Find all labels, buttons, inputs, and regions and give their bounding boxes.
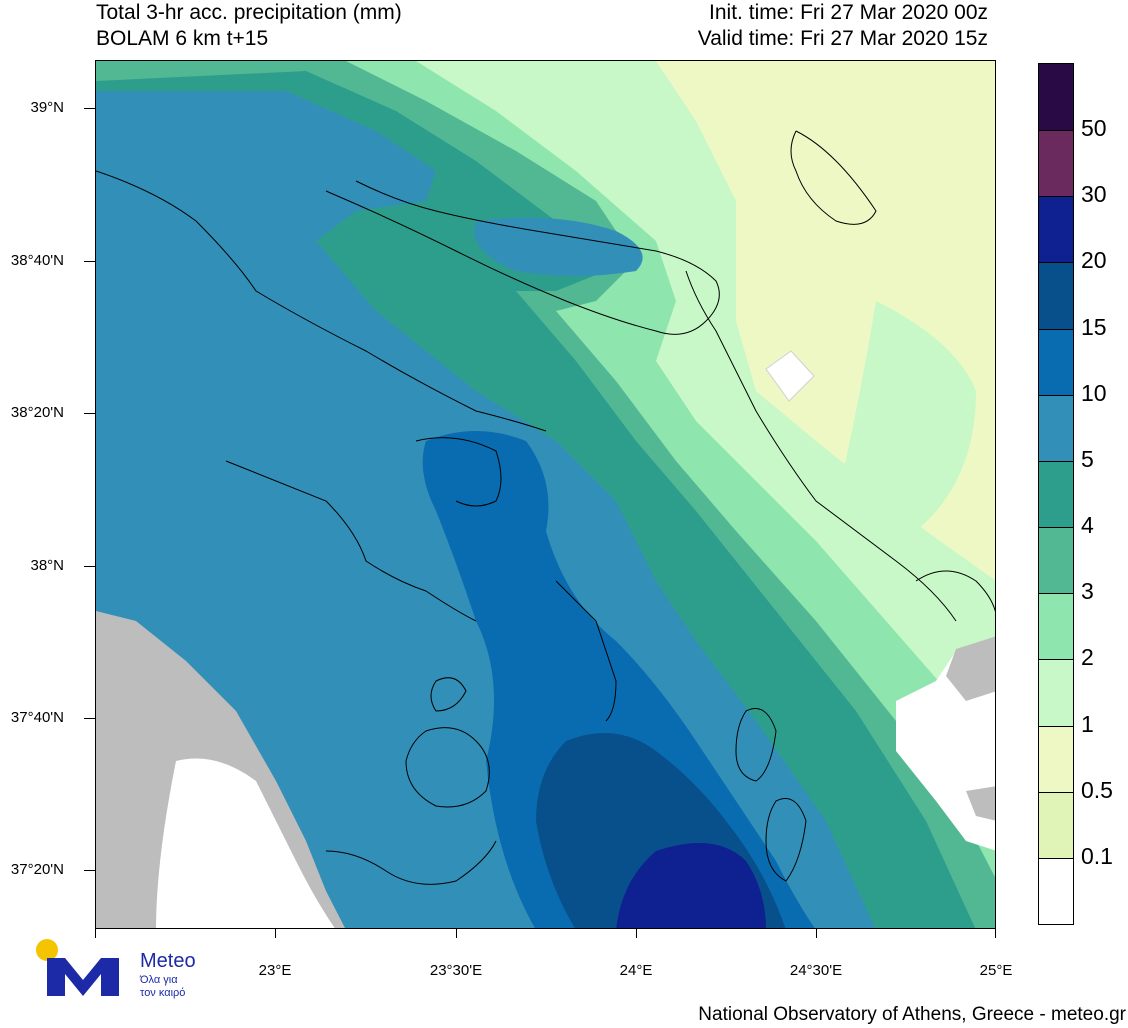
coastlines xyxy=(96,130,995,885)
credit-footer: National Observatory of Athens, Greece -… xyxy=(698,1004,1126,1025)
lat-tick xyxy=(84,718,95,719)
lon-label-24e: 24°E xyxy=(619,962,653,979)
field-15mm xyxy=(422,431,815,928)
lat-tick xyxy=(84,566,95,567)
lon-tick xyxy=(636,929,637,938)
lat-label-39n: 39°N xyxy=(30,99,64,116)
lon-tick xyxy=(816,929,817,938)
lat-label-38n: 38°N xyxy=(30,557,64,574)
valid-time: Valid time: Fri 27 Mar 2020 15z xyxy=(697,27,988,50)
colorbar-label: 15 xyxy=(1081,313,1107,340)
colorbar-label: 1 xyxy=(1081,710,1094,737)
colorbar-cell xyxy=(1039,659,1073,726)
field-1mm-east xyxy=(836,301,976,533)
colorbar-label: 50 xyxy=(1081,115,1107,142)
precipitation-colorbar xyxy=(1038,63,1074,925)
colorbar-cell xyxy=(1039,593,1073,660)
lat-label-38-20n: 38°20'N xyxy=(10,404,64,421)
map-title: Total 3-hr acc. precipitation (mm) xyxy=(96,1,402,24)
lon-tick xyxy=(275,929,276,938)
logo-tagline: Όλα για xyxy=(140,974,178,986)
land-east-grey xyxy=(946,636,995,701)
colorbar-label: 0.5 xyxy=(1081,776,1113,803)
colorbar-cell xyxy=(1039,791,1073,858)
colorbar-label: 2 xyxy=(1081,644,1094,671)
colorbar-label: 20 xyxy=(1081,247,1107,274)
colorbar-cell xyxy=(1039,196,1073,263)
init-time: Init. time: Fri 27 Mar 2020 00z xyxy=(709,1,988,24)
lon-tick xyxy=(995,929,996,938)
colorbar-label: 30 xyxy=(1081,181,1107,208)
lon-tick xyxy=(456,929,457,938)
lat-tick xyxy=(84,108,95,109)
colorbar-cell xyxy=(1039,527,1073,594)
colorbar-label: 5 xyxy=(1081,445,1094,472)
precipitation-map xyxy=(95,60,996,929)
logo-tagline: τον καιρό xyxy=(140,987,186,999)
logo-brand-text: Meteo xyxy=(140,950,196,972)
lat-label-37-20n: 37°20'N xyxy=(10,861,64,878)
no-precip-patch xyxy=(765,350,815,402)
colorbar-cell xyxy=(1039,64,1073,131)
colorbar-cell xyxy=(1039,394,1073,461)
precipitation-field xyxy=(96,61,995,928)
land-east-grey-2 xyxy=(966,786,995,821)
colorbar-cell xyxy=(1039,130,1073,197)
colorbar-cell xyxy=(1039,460,1073,528)
colorbar-label: 0.1 xyxy=(1081,842,1113,869)
model-subtitle: BOLAM 6 km t+15 xyxy=(96,27,269,50)
colorbar-cell xyxy=(1039,328,1073,395)
lat-tick xyxy=(84,261,95,262)
colorbar-label: 4 xyxy=(1081,512,1094,539)
colorbar-cell xyxy=(1039,262,1073,329)
colorbar-label: 3 xyxy=(1081,578,1094,605)
lat-tick xyxy=(84,413,95,414)
colorbar-cell xyxy=(1039,857,1073,924)
meteo-logo xyxy=(36,939,119,996)
lon-label-23-30e: 23°30'E xyxy=(429,962,483,979)
lon-label-24-30e: 24°30'E xyxy=(789,962,843,979)
colorbar-label: 10 xyxy=(1081,379,1107,406)
field-10mm-north xyxy=(474,217,643,276)
lon-label-25e: 25°E xyxy=(979,962,1013,979)
field-30mm xyxy=(616,843,766,928)
lon-label-23e: 23°E xyxy=(258,962,292,979)
lat-label-38-40n: 38°40'N xyxy=(10,252,64,269)
lat-tick xyxy=(84,870,95,871)
land-peloponnese-white xyxy=(156,758,335,928)
lon-tick xyxy=(95,929,96,938)
lat-label-37-40n: 37°40'N xyxy=(10,709,64,726)
colorbar-cell xyxy=(1039,725,1073,792)
